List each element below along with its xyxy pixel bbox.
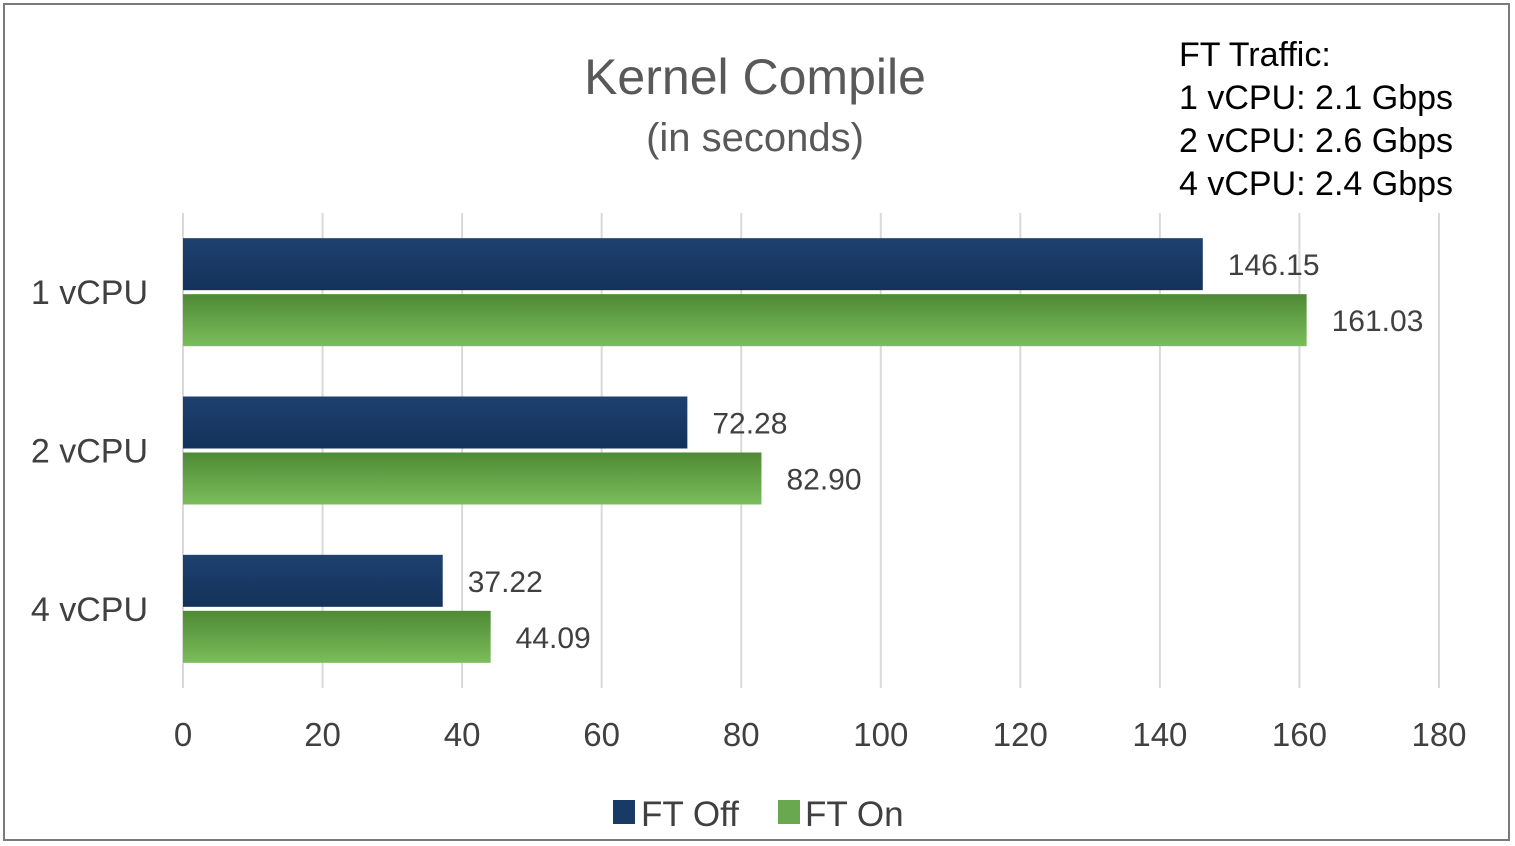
- gridlines: [182, 213, 1440, 688]
- category-label-1: 2 vCPU: [31, 433, 148, 471]
- x-tick-label-3: 60: [583, 716, 620, 753]
- chart-subtitle: (in seconds): [646, 116, 864, 160]
- category-labels: 1 vCPU 2 vCPU 4 vCPU: [31, 274, 148, 629]
- bar-ft-on-1: [183, 452, 762, 505]
- x-tick-label-8: 160: [1272, 716, 1327, 753]
- annotation-line-4: 4 vCPU: 2.4 Gbps: [1179, 165, 1453, 203]
- x-tick-label-6: 120: [993, 716, 1048, 753]
- data-label-ft-off-2: 37.22: [468, 566, 543, 599]
- annotation-box: FT Traffic: 1 vCPU: 2.1 Gbps 2 vCPU: 2.6…: [1179, 36, 1453, 203]
- data-label-ft-on-1: 82.90: [786, 464, 861, 497]
- data-label-ft-off-1: 72.28: [712, 408, 787, 441]
- data-labels: 146.15 161.03 72.28 82.90 37.22 44.09: [468, 249, 1424, 655]
- bar-ft-off-1: [183, 396, 688, 449]
- data-label-ft-on-2: 44.09: [516, 622, 591, 655]
- category-label-0: 1 vCPU: [31, 274, 148, 312]
- category-label-2: 4 vCPU: [31, 591, 148, 629]
- bars: [183, 238, 1307, 663]
- x-tick-label-2: 40: [444, 716, 481, 753]
- bar-ft-on-0: [183, 294, 1307, 347]
- x-tick-label-9: 180: [1411, 716, 1466, 753]
- legend-swatch-ft-off: [613, 800, 635, 824]
- chart-title: Kernel Compile: [584, 49, 926, 105]
- x-axis-tick-labels: 0 20 40 60 80 100 120 140 160 180: [174, 716, 1467, 753]
- data-label-ft-off-0: 146.15: [1228, 249, 1320, 282]
- legend: FT Off FT On: [613, 795, 904, 834]
- bar-ft-off-2: [183, 554, 443, 607]
- x-tick-label-0: 0: [174, 716, 192, 753]
- legend-label-ft-off: FT Off: [641, 795, 739, 834]
- x-tick-label-7: 140: [1132, 716, 1187, 753]
- x-tick-label-4: 80: [723, 716, 760, 753]
- x-tick-label-5: 100: [853, 716, 908, 753]
- annotation-line-1: FT Traffic:: [1179, 36, 1331, 74]
- annotation-line-3: 2 vCPU: 2.6 Gbps: [1179, 122, 1453, 160]
- legend-label-ft-on: FT On: [805, 795, 904, 834]
- annotation-line-2: 1 vCPU: 2.1 Gbps: [1179, 79, 1453, 117]
- data-label-ft-on-0: 161.03: [1332, 305, 1424, 338]
- bar-ft-on-2: [183, 610, 491, 663]
- x-tick-label-1: 20: [304, 716, 341, 753]
- bar-ft-off-0: [183, 238, 1203, 291]
- legend-swatch-ft-on: [778, 800, 800, 824]
